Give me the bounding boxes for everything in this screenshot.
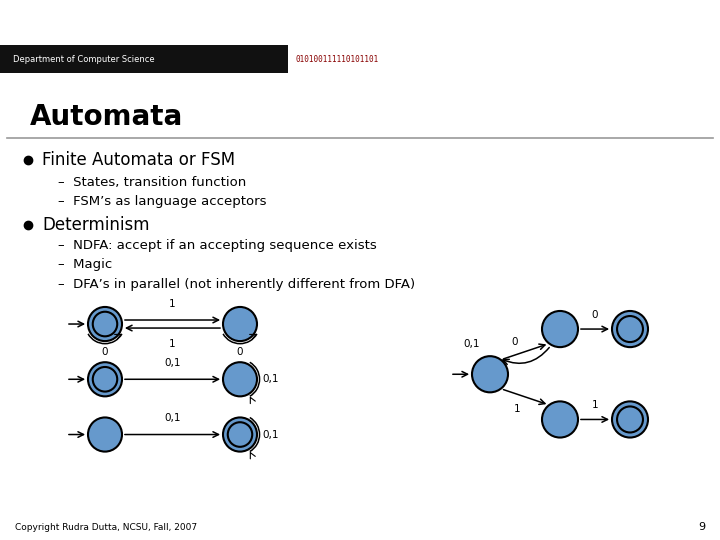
Text: 0: 0: [237, 347, 243, 357]
Text: NC STATE: NC STATE: [13, 15, 87, 29]
Text: –  Magic: – Magic: [58, 258, 112, 271]
Text: Determinism: Determinism: [42, 215, 150, 234]
Circle shape: [223, 417, 257, 451]
Text: 0,1: 0,1: [464, 339, 480, 349]
Text: 0,1: 0,1: [262, 429, 279, 440]
Circle shape: [88, 307, 122, 341]
Text: –  States, transition function: – States, transition function: [58, 176, 246, 189]
Circle shape: [612, 311, 648, 347]
Text: 1: 1: [169, 339, 176, 349]
Circle shape: [88, 417, 122, 451]
Text: 010101010101010101: 010101010101010101: [562, 55, 645, 64]
Text: 0: 0: [592, 310, 598, 320]
Text: 010100111110101101: 010100111110101101: [295, 55, 379, 64]
Text: 9: 9: [698, 522, 705, 532]
Text: 1: 1: [169, 299, 176, 309]
Text: Automata: Automata: [30, 103, 184, 131]
Circle shape: [612, 401, 648, 437]
Text: –  FSM’s as language acceptors: – FSM’s as language acceptors: [58, 195, 266, 208]
Circle shape: [542, 401, 578, 437]
Text: 0,1: 0,1: [262, 374, 279, 384]
Text: –  NDFA: accept if an accepting sequence exists: – NDFA: accept if an accepting sequence …: [58, 239, 377, 252]
Text: 0: 0: [102, 347, 108, 357]
Text: 1: 1: [592, 400, 598, 410]
Text: 1: 1: [513, 404, 521, 414]
Text: 0,1: 0,1: [164, 414, 181, 423]
Text: Copyright Rudra Dutta, NCSU, Fall, 2007: Copyright Rudra Dutta, NCSU, Fall, 2007: [15, 523, 197, 532]
Text: UNIVERSITY: UNIVERSITY: [85, 15, 171, 29]
Circle shape: [223, 307, 257, 341]
Text: –  DFA’s in parallel (not inherently different from DFA): – DFA’s in parallel (not inherently diff…: [58, 278, 415, 292]
Circle shape: [472, 356, 508, 393]
Bar: [0, 45, 288, 73]
Circle shape: [223, 362, 257, 396]
Text: 0,1: 0,1: [164, 358, 181, 368]
Circle shape: [88, 362, 122, 396]
Text: Finite Automata or FSM: Finite Automata or FSM: [42, 151, 235, 170]
Text: Department of Computer Science: Department of Computer Science: [13, 55, 155, 64]
Text: 0: 0: [512, 336, 518, 347]
Circle shape: [542, 311, 578, 347]
